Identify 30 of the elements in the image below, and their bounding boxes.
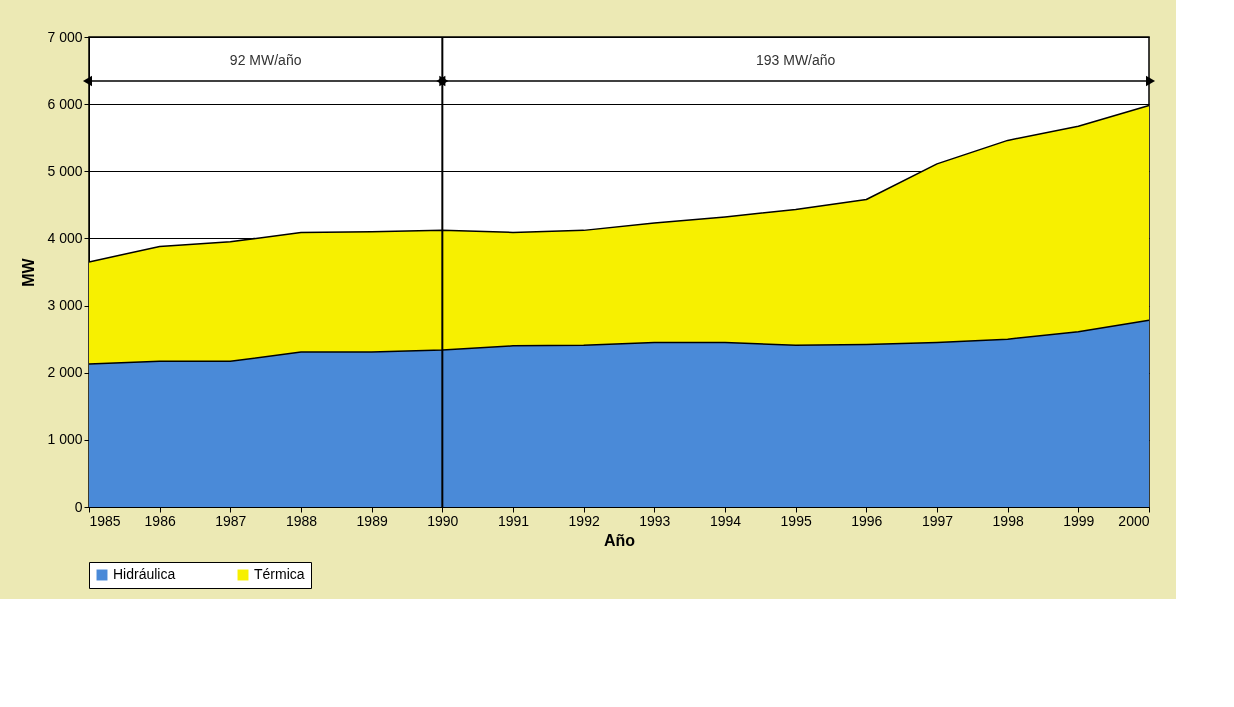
y-tick-label: 1 000	[47, 431, 83, 448]
x-tick-label: 1991	[497, 512, 530, 529]
y-tick-label: 3 000	[47, 297, 83, 314]
x-tick-label: 1985	[89, 512, 121, 529]
x-tick-label: 1999	[1063, 512, 1095, 529]
x-tick-label: 2000	[1118, 512, 1150, 529]
y-tick-label: 2 000	[47, 364, 83, 381]
legend-label: Hidráulica	[113, 566, 176, 582]
x-tick-label: 1992	[568, 512, 600, 529]
x-tick-label: 1995	[780, 512, 812, 529]
y-tick-label: 4 000	[47, 229, 83, 246]
annotation: 193 MW/año	[755, 52, 836, 68]
x-axis-title: Año	[603, 531, 636, 549]
x-tick-label: 1996	[851, 512, 883, 529]
x-tick-label: 1989	[356, 512, 388, 529]
y-tick-label: 0	[74, 498, 83, 515]
x-tick-label: 1997	[921, 512, 954, 529]
y-tick-label: 7 000	[47, 28, 83, 45]
x-tick-label: 1993	[639, 512, 671, 529]
x-tick-label: 1994	[709, 512, 742, 529]
x-tick-label: 1986	[144, 512, 176, 529]
y-tick-label: 5 000	[47, 162, 83, 179]
x-tick-label: 1988	[285, 512, 318, 529]
y-axis-title: MW	[20, 257, 38, 287]
x-tick-label: 1987	[215, 512, 247, 529]
y-tick-label: 6 000	[47, 95, 83, 112]
x-tick-label: 1990	[427, 512, 459, 529]
legend-label: Térmica	[254, 566, 305, 582]
annotation: 92 MW/año	[229, 52, 302, 68]
x-tick-label: 1998	[992, 512, 1024, 529]
